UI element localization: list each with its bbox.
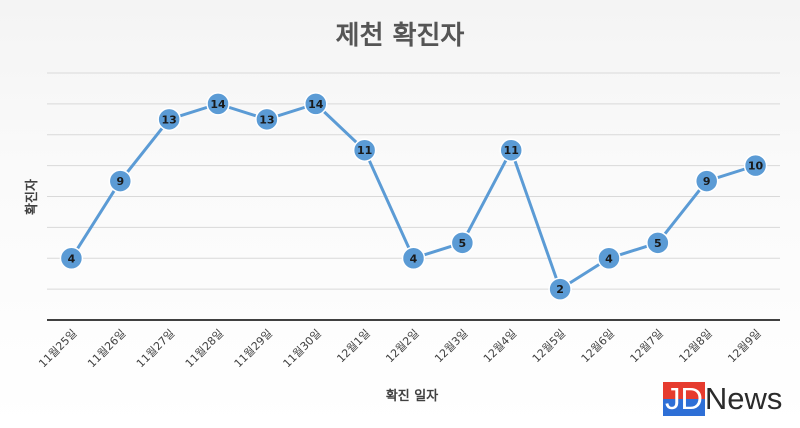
data-point [255, 107, 279, 132]
data-point [450, 231, 475, 255]
data-point [597, 246, 621, 270]
jdnews-logo: JDNews [663, 382, 793, 416]
data-label: 14 [308, 98, 324, 111]
data-label: 10 [748, 160, 764, 173]
data-label: 11 [504, 144, 519, 157]
data-markers [59, 92, 768, 301]
data-point [743, 153, 768, 178]
x-tick-labels: 11월25일 11월26일 11월27일 11월28일 11월29일 11월30일 12월1… [36, 326, 764, 370]
x-tick-label: 11월27일 [133, 326, 177, 370]
data-label: 4 [410, 252, 418, 265]
x-tick-label: 12월7일 [627, 326, 666, 365]
data-label: 13 [259, 113, 274, 126]
data-label: 4 [605, 252, 613, 265]
data-point [499, 138, 523, 162]
data-label: 11 [357, 144, 372, 157]
data-point [59, 246, 84, 270]
data-point [157, 107, 181, 132]
x-tick-label: 12월2일 [383, 326, 422, 365]
data-label: 5 [654, 237, 662, 250]
x-tick-label: 12월1일 [334, 326, 373, 365]
x-tick-label: 11월29일 [231, 326, 275, 370]
data-point [352, 138, 377, 162]
data-point [108, 169, 133, 193]
x-tick-label: 12월8일 [676, 326, 715, 365]
x-tick-label: 12월9일 [725, 326, 764, 365]
data-point [694, 169, 719, 193]
logo-jd: JD [663, 381, 705, 416]
data-point [646, 231, 670, 255]
x-tick-label: 11월28일 [182, 326, 226, 370]
data-point [401, 246, 426, 270]
x-axis-title: 확진 일자 [386, 388, 438, 404]
data-label: 5 [459, 237, 467, 250]
x-tick-label: 12월3일 [431, 326, 470, 365]
x-tick-label: 12월6일 [578, 326, 617, 365]
logo-news: News [704, 381, 783, 416]
data-labels: 4 9 13 14 13 14 11 4 5 11 2 4 5 9 10 [68, 98, 764, 296]
x-tick-label: 11월25일 [36, 326, 80, 370]
gridlines [47, 72, 780, 290]
data-point [304, 92, 328, 116]
data-label: 9 [116, 175, 124, 188]
data-point [548, 277, 572, 301]
x-tick-label: 12월4일 [480, 326, 519, 365]
data-label: 4 [68, 252, 76, 265]
data-point [206, 92, 230, 116]
chart-title: 제천 확진자 [336, 21, 465, 51]
data-label: 14 [210, 98, 226, 111]
x-tick-label: 12월5일 [529, 326, 568, 365]
x-tick-label: 11월26일 [84, 326, 128, 370]
data-label: 2 [556, 283, 564, 296]
data-label: 9 [703, 175, 711, 188]
y-axis-title: 확진자 [24, 179, 40, 215]
data-label: 13 [162, 113, 177, 126]
x-tick-label: 11월30일 [280, 326, 324, 370]
